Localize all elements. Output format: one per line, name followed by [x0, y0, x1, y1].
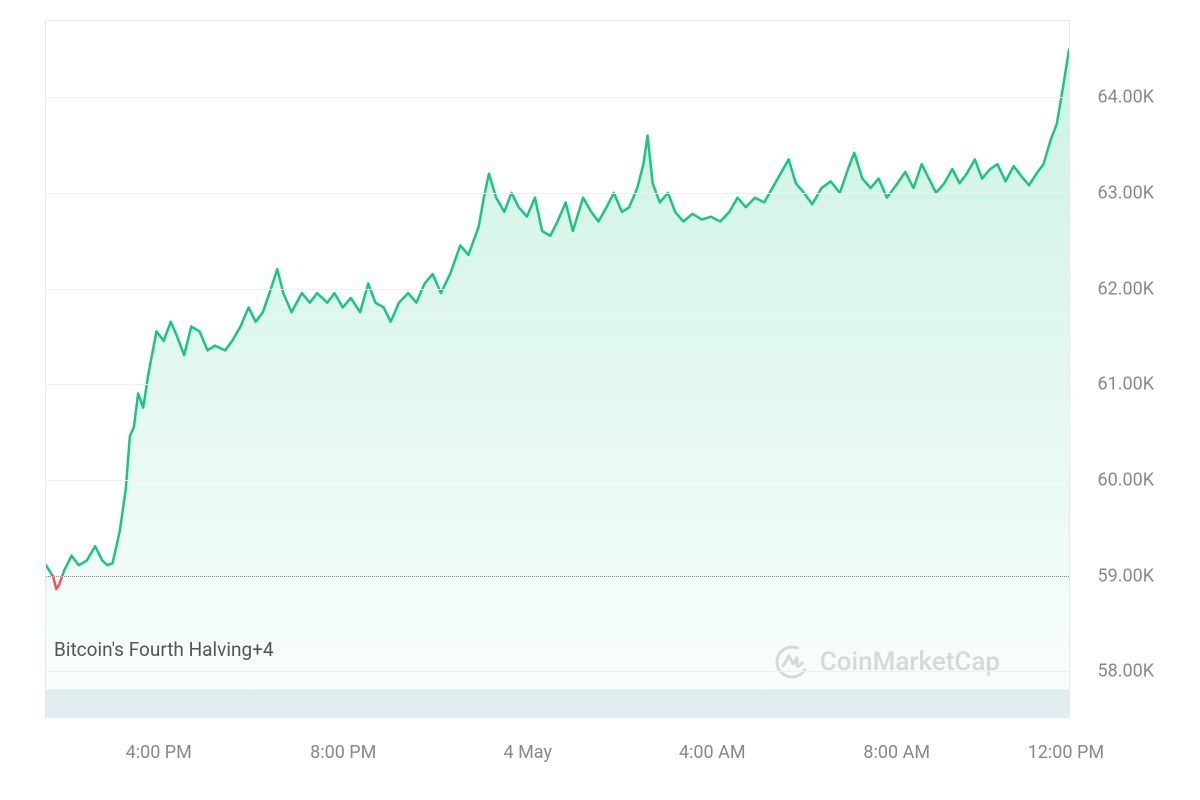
gridline [46, 671, 1069, 672]
y-axis-label: 63.00K [1097, 183, 1154, 204]
x-axis-label: 4:00 PM [126, 742, 192, 763]
watermark: CoinMarketCap [774, 644, 1000, 680]
y-axis-label: 64.00K [1097, 87, 1154, 108]
gridline [46, 289, 1069, 290]
y-axis-label: 62.00K [1097, 278, 1154, 299]
reference-line [46, 576, 1069, 577]
x-axis-label: 8:00 AM [863, 742, 930, 763]
coinmarketcap-logo-icon [774, 644, 810, 680]
gridline [46, 480, 1069, 481]
gridline [46, 97, 1069, 98]
chart-annotation: Bitcoin's Fourth Halving+4 [54, 638, 274, 661]
y-axis-label: 61.00K [1097, 374, 1154, 395]
x-axis-label: 4 May [504, 742, 552, 763]
y-axis-label: 58.00K [1097, 661, 1154, 682]
gridline [46, 193, 1069, 194]
price-chart-svg [46, 21, 1069, 718]
gridline [46, 384, 1069, 385]
price-chart-container: CoinMarketCap Bitcoin's Fourth Halving+4… [45, 20, 1070, 718]
x-axis-label: 4:00 AM [679, 742, 746, 763]
y-axis-label: 59.00K [1097, 565, 1154, 586]
y-axis-label: 60.00K [1097, 469, 1154, 490]
x-axis-label: 12:00 PM [1028, 742, 1104, 763]
x-axis-label: 8:00 PM [310, 742, 376, 763]
